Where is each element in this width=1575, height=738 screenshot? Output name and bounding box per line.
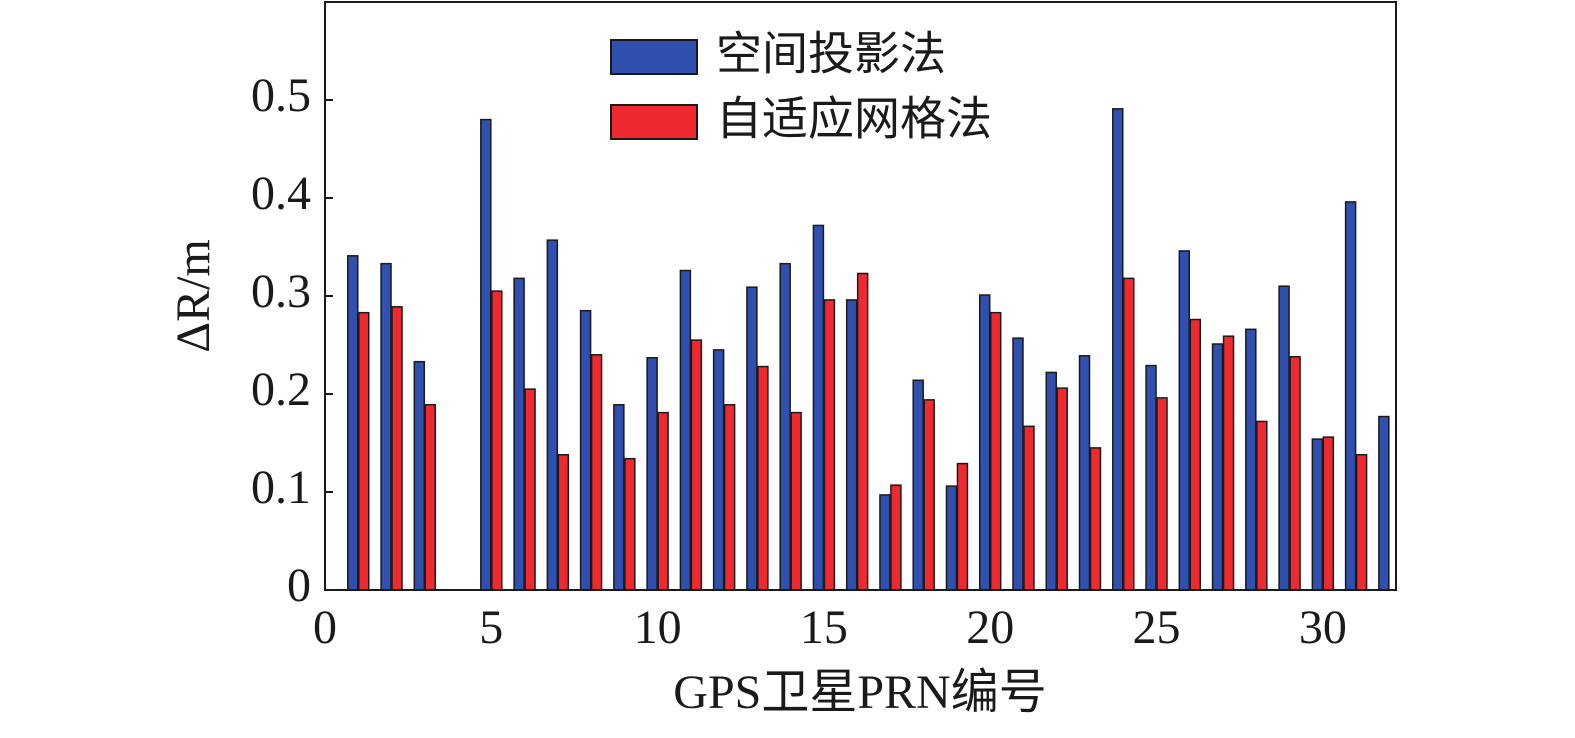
x-tick-label: 20: [966, 601, 1014, 654]
bar: [956, 462, 969, 590]
bar: [856, 272, 869, 590]
y-tick-label: 0.4: [251, 167, 311, 220]
bar: [1278, 285, 1290, 590]
bar: [1145, 364, 1157, 590]
bar: [945, 485, 958, 590]
legend-swatch: [610, 104, 698, 140]
bar: [624, 457, 636, 590]
bar: [1344, 201, 1357, 590]
bars: [347, 108, 1390, 590]
bar: [657, 411, 669, 590]
bar: [413, 360, 426, 590]
bar: [646, 356, 658, 590]
bar: [978, 294, 991, 590]
y-tick-label: 0.3: [251, 265, 311, 318]
bar: [1123, 277, 1135, 590]
bar: [879, 494, 891, 590]
y-axis-label: ΔR/m: [167, 239, 220, 353]
legend-label: 空间投影法: [716, 27, 946, 81]
bar: [1222, 335, 1235, 590]
bar: [480, 118, 492, 590]
bar: [613, 404, 625, 590]
y-tick-label: 0.5: [251, 69, 311, 122]
bar: [524, 388, 536, 590]
bar: [1211, 343, 1224, 590]
bar: [1112, 108, 1124, 590]
bar: [823, 299, 836, 590]
bar: [1289, 356, 1301, 590]
y-tick-label: 0: [287, 559, 311, 612]
x-tick-label: 25: [1133, 601, 1181, 654]
bar: [812, 224, 825, 590]
bar: [723, 404, 736, 590]
bar: [380, 262, 392, 590]
x-axis-label: GPS卫星PRN编号: [673, 666, 1046, 719]
bar: [1023, 425, 1035, 590]
bar: [746, 286, 758, 590]
bar: [546, 239, 559, 590]
bar: [513, 277, 525, 590]
bar: [1256, 420, 1268, 590]
bar: [1189, 318, 1202, 590]
bar: [1045, 371, 1057, 590]
bar: [1311, 438, 1324, 590]
bar: [358, 311, 370, 590]
bar: [757, 365, 769, 590]
bar: [1245, 328, 1257, 590]
bar: [579, 309, 592, 590]
bar: [347, 255, 359, 590]
x-tick-label: 0: [313, 601, 337, 654]
bar: [391, 306, 403, 590]
bar: [1156, 397, 1168, 590]
legend-label: 自适应网格法: [716, 92, 992, 146]
y-tick-label: 0.1: [251, 461, 311, 514]
bar: [1056, 387, 1068, 590]
bar: [1012, 337, 1024, 590]
bar: [491, 290, 503, 590]
bar: [1078, 355, 1091, 590]
x-tick-label: 30: [1299, 601, 1347, 654]
bar: [679, 269, 692, 590]
bar: [712, 349, 725, 590]
bar: [557, 454, 570, 590]
legend-swatch: [610, 39, 698, 75]
bar: [1322, 436, 1335, 590]
y-tick-label: 0.2: [251, 363, 311, 416]
bar: [590, 354, 603, 590]
bar: [1355, 454, 1368, 590]
bar: [790, 411, 802, 590]
bar: [912, 379, 924, 590]
bar: [890, 484, 902, 590]
bar: [845, 299, 858, 590]
bar: [989, 311, 1002, 590]
x-tick-label: 10: [634, 601, 682, 654]
bar: [923, 399, 935, 590]
bar: [1178, 250, 1191, 590]
x-tick-label: 15: [800, 601, 848, 654]
bar: [1378, 415, 1390, 590]
bar: [1089, 447, 1102, 590]
bar: [779, 262, 791, 590]
x-tick-label: 5: [479, 601, 503, 654]
bar: [690, 339, 703, 590]
bar: [424, 404, 437, 590]
